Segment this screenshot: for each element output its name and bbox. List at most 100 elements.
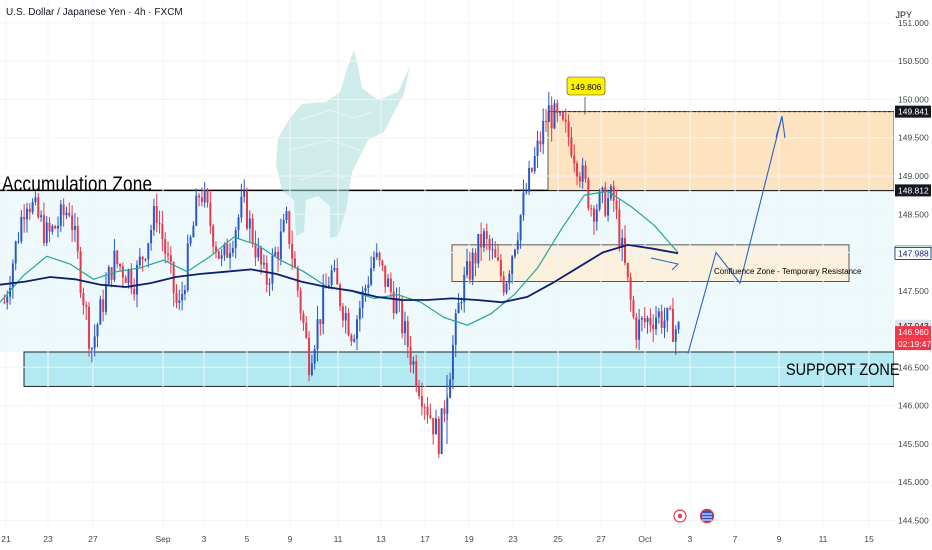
price-label-box (894, 247, 932, 260)
candle-body (220, 255, 223, 259)
price-label-box (895, 338, 931, 351)
candle-body (198, 195, 201, 198)
candle-body (181, 293, 184, 301)
candle-body (466, 261, 469, 275)
candle-body (3, 302, 6, 304)
candle-body (429, 415, 432, 418)
candle-body (378, 252, 381, 261)
candle-body (646, 318, 649, 323)
candle-body (561, 112, 564, 120)
candle-body (519, 215, 522, 241)
price-label-box (895, 105, 931, 118)
x-tick-label: 11 (819, 534, 828, 544)
candle-body (40, 215, 43, 218)
candle-body (497, 257, 500, 261)
candle-body (93, 336, 96, 349)
candle-body (136, 265, 138, 295)
forecast-arrowhead (775, 116, 786, 139)
candle-body (669, 307, 672, 309)
candle-body (85, 305, 88, 307)
candle-body (96, 324, 99, 337)
candle-body (516, 240, 519, 250)
x-tick-label: 15 (864, 534, 874, 544)
forecast-layer (650, 116, 786, 354)
candle-body (17, 241, 20, 243)
candle-body (550, 105, 553, 129)
moving-averages-layer (0, 190, 679, 326)
candle-body (206, 190, 209, 203)
candle-body (491, 249, 494, 251)
price-label: 147.988 (898, 248, 929, 258)
candle-body (587, 178, 590, 209)
candle-body (432, 417, 435, 435)
candle-body (254, 243, 257, 258)
time-axis[interactable]: 21 23 27 Sep 3 5 9 11 13 17 19 23 25 27 Oct 3 7 9 11 15 (1, 534, 874, 544)
candle-body (28, 208, 31, 213)
y-tick-label: 150.500 (898, 56, 929, 66)
candle-body (581, 165, 584, 182)
candle-body (463, 274, 466, 303)
candle-body (226, 243, 229, 258)
candle-body (384, 265, 387, 287)
candle-body (435, 418, 437, 435)
candle-body (305, 322, 308, 338)
candle-body (130, 269, 133, 289)
support-zone-label: SUPPORT ZONE (786, 360, 900, 379)
candle-body (508, 273, 511, 284)
candle-body (62, 204, 65, 216)
candle-body (158, 223, 161, 225)
x-tick-label: 27 (88, 534, 98, 544)
x-tick-label: Oct (638, 534, 652, 544)
candle-body (274, 251, 277, 256)
price-label: 148.812 (898, 185, 929, 195)
candle-body (282, 219, 285, 232)
candle-body (169, 255, 172, 263)
x-tick-label: 9 (777, 534, 782, 544)
candle-body (6, 296, 9, 303)
candle-body (381, 260, 384, 266)
candle-body (392, 291, 395, 314)
candle-body (525, 191, 528, 193)
x-tick-label: 23 (508, 534, 518, 544)
candle-body (260, 247, 263, 265)
candle-body (133, 288, 136, 295)
price-axis[interactable]: 151.000 150.500 150.000 149.500 149.000 148.5… (894, 0, 932, 550)
candle-body (488, 238, 491, 250)
candle-body (107, 267, 110, 285)
candle-body (127, 269, 130, 283)
forecast-path (687, 116, 783, 354)
candle-body (25, 208, 28, 220)
x-tick-label: 3 (202, 534, 207, 544)
candle-body (322, 285, 325, 324)
candle-body (192, 225, 195, 238)
candle-body (649, 318, 652, 325)
candle-body (68, 212, 71, 216)
x-tick-label: 25 (553, 534, 563, 544)
support-zone (23, 351, 895, 387)
ma-arrow (650, 257, 679, 271)
candle-body (350, 335, 353, 342)
y-tick-label: 150.000 (898, 94, 929, 104)
candle-body (528, 168, 531, 192)
candle-body (674, 329, 677, 342)
candle-body (468, 261, 471, 280)
candle-body (99, 299, 102, 325)
candle-body (460, 302, 463, 304)
candle-body (23, 216, 26, 220)
candle-body (618, 209, 621, 248)
candle-body (155, 206, 158, 224)
candle-body (592, 208, 595, 222)
candle-body (615, 200, 618, 210)
y-tick-label: 149.500 (898, 133, 929, 143)
x-tick-label: 17 (420, 534, 430, 544)
chart-title: U.S. Dollar / Japanese Yen · 4h · FXCM (6, 7, 183, 18)
candle-body (164, 239, 167, 254)
candle-body (200, 197, 203, 203)
candle-body (341, 306, 344, 321)
candle-body (257, 247, 260, 258)
y-tick-label: 144.500 (898, 515, 929, 525)
candle-body (412, 361, 415, 365)
candle-body (45, 222, 48, 243)
candle-body (79, 251, 82, 293)
